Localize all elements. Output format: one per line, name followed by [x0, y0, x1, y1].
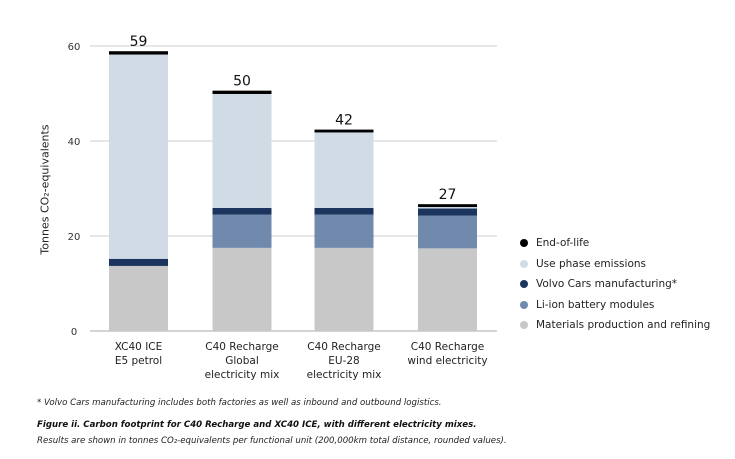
bar-segment: [314, 207, 374, 215]
legend-swatch-icon: [520, 259, 528, 268]
bar-segment: [418, 215, 477, 249]
total-label: 59: [130, 34, 148, 50]
legend-item: Use phase emissions: [520, 258, 646, 270]
bar-segment: [314, 214, 374, 248]
legend-label: Volvo Cars manufacturing*: [536, 278, 678, 290]
bar-segment: [212, 214, 272, 248]
legend-item: Li-ion battery modules: [520, 299, 654, 311]
bar-segment: [212, 93, 272, 208]
total-label: 27: [439, 187, 457, 203]
footnote: * Volvo Cars manufacturing includes both…: [37, 398, 442, 408]
y-tick-label: 60: [68, 42, 81, 53]
legend-swatch-icon: [520, 300, 528, 309]
x-tick-label: C40 Recharge: [205, 341, 278, 353]
legend-label: Materials production and refining: [536, 319, 711, 331]
bar-segment: [212, 207, 272, 215]
legend-item: Materials production and refining: [520, 319, 710, 331]
x-tick-label: E5 petrol: [115, 355, 162, 367]
stacked-bar-chart: 0 20 40 60 59 XC40 ICE E5 petrol 50 C40 Recharge…: [68, 34, 497, 381]
legend-label: Li-ion battery modules: [536, 298, 655, 311]
x-tick-label: Global: [225, 355, 259, 367]
bar-segment: [109, 54, 168, 259]
x-tick-label: C40 Recharge: [411, 341, 484, 353]
bar-segment: [314, 247, 374, 331]
x-tick-label: wind electricity: [407, 355, 487, 367]
caption-title: Figure ii. Carbon footprint for C40 Rech…: [37, 420, 477, 430]
bar-segment: [418, 204, 477, 208]
y-tick-label: 40: [68, 137, 81, 148]
x-tick-label: C40 Recharge: [307, 341, 380, 353]
total-label: 50: [233, 74, 251, 90]
legend-swatch-icon: [520, 321, 528, 329]
bar-segment: [109, 265, 168, 331]
legend-label: Use phase emissions: [536, 257, 646, 270]
bar-segment: [418, 248, 477, 331]
bar-segment: [314, 132, 374, 208]
x-tick-label: XC40 ICE: [115, 341, 163, 353]
bar-segment: [109, 51, 168, 55]
total-label: 42: [335, 113, 353, 129]
caption-text: Results are shown in tonnes CO₂-equivale…: [37, 436, 507, 446]
x-tick-label: EU-28: [328, 355, 359, 367]
legend-item: End-of-life: [520, 237, 589, 249]
bar-segment: [109, 258, 168, 266]
bar-segment: [418, 208, 477, 216]
legend-item: Volvo Cars manufacturing*: [520, 278, 677, 290]
legend-swatch-icon: [520, 239, 528, 247]
x-tick-label: electricity mix: [205, 369, 280, 381]
bar-segment: [212, 90, 272, 94]
bar-segment: [212, 247, 272, 331]
legend-swatch-icon: [520, 280, 528, 288]
y-tick-label: 0: [71, 327, 77, 338]
bar-segment: [418, 207, 477, 209]
x-tick-label: electricity mix: [307, 369, 382, 381]
bar-segment: [314, 129, 374, 133]
y-axis-label: Tonnes CO₂-equivalents: [38, 124, 52, 255]
legend-label: End-of-life: [536, 237, 590, 249]
y-tick-label: 20: [68, 232, 81, 243]
